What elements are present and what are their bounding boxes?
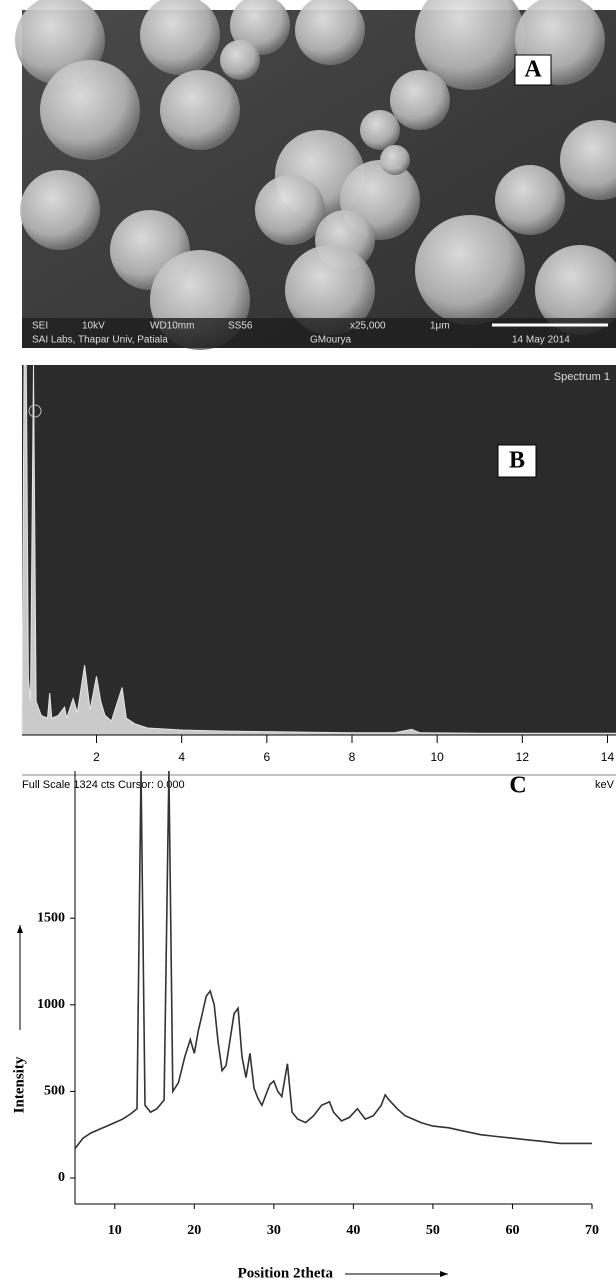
- particle: [40, 60, 140, 160]
- x-tick-label: 70: [585, 1223, 599, 1238]
- footer: Full Scale 1324 cts Cursor: 0.000: [22, 779, 185, 791]
- x-tick-label: 60: [505, 1223, 519, 1238]
- particle: [20, 170, 100, 250]
- x-tick-label: 4: [178, 750, 185, 764]
- label-box: [514, 54, 552, 86]
- label-box: [497, 444, 537, 478]
- info-bar: [22, 318, 616, 348]
- x-tick-label: 40: [346, 1223, 360, 1238]
- plot-background: [22, 365, 616, 735]
- x-tick-label: 14: [601, 750, 615, 764]
- particle: [380, 145, 410, 175]
- particle: [560, 120, 616, 200]
- sem-info: 10kV: [82, 321, 105, 332]
- x-tick-label: 6: [263, 750, 270, 764]
- particle: [220, 40, 260, 80]
- panel-label: B: [509, 448, 525, 474]
- y-axis-label: Intensity: [11, 1056, 27, 1113]
- sem-info: SS56: [228, 321, 253, 332]
- x-tick-label: 8: [349, 750, 356, 764]
- particle: [295, 0, 365, 65]
- y-tick-label: 1500: [37, 910, 65, 925]
- spectrum-title: Spectrum 1: [554, 371, 610, 383]
- sem-info: x25,000: [350, 321, 386, 332]
- particle: [160, 70, 240, 150]
- sem-info: WD10mm: [150, 321, 194, 332]
- particle: [495, 165, 565, 235]
- y-tick-label: 0: [58, 1170, 65, 1185]
- x-arrowhead: [440, 1271, 448, 1277]
- particle: [360, 110, 400, 150]
- x-axis-label: Position 2theta: [238, 1265, 334, 1281]
- element-marker: [28, 404, 42, 418]
- sem-info: SAI Labs, Thapar Univ, Patiala: [32, 335, 168, 346]
- sem-image: A SEI 10kV WD10mm SS56 x25,000 1μm SAI Labs, Th…: [15, 0, 616, 350]
- x-axis-label: keV: [595, 779, 615, 791]
- y-tick-label: 1000: [37, 997, 65, 1012]
- particle: [390, 70, 450, 130]
- y-tick-label: 500: [44, 1084, 65, 1099]
- x-tick-label: 50: [426, 1223, 440, 1238]
- particle: [255, 175, 325, 245]
- particle: [140, 0, 220, 75]
- sem-info: 1μm: [430, 321, 450, 332]
- x-tick-label: 10: [108, 1223, 122, 1238]
- x-tick-label: 10: [430, 750, 444, 764]
- sem-info: SEI: [32, 321, 48, 332]
- particle: [535, 245, 616, 335]
- x-tick-label: 2: [93, 750, 100, 764]
- x-tick-label: 30: [267, 1223, 281, 1238]
- particle: [415, 215, 525, 325]
- sem-info: 14 May 2014: [512, 335, 570, 346]
- panel-label: A: [524, 57, 542, 83]
- y-arrowhead: [17, 925, 23, 933]
- particle: [285, 245, 375, 335]
- panel-label: C: [509, 773, 526, 799]
- spectrum: [21, 364, 616, 736]
- sem-info: GMourya: [310, 335, 352, 346]
- xrd-pattern: [75, 771, 592, 1150]
- x-tick-label: 20: [187, 1223, 201, 1238]
- x-tick-label: 12: [516, 750, 530, 764]
- particle: [415, 0, 525, 90]
